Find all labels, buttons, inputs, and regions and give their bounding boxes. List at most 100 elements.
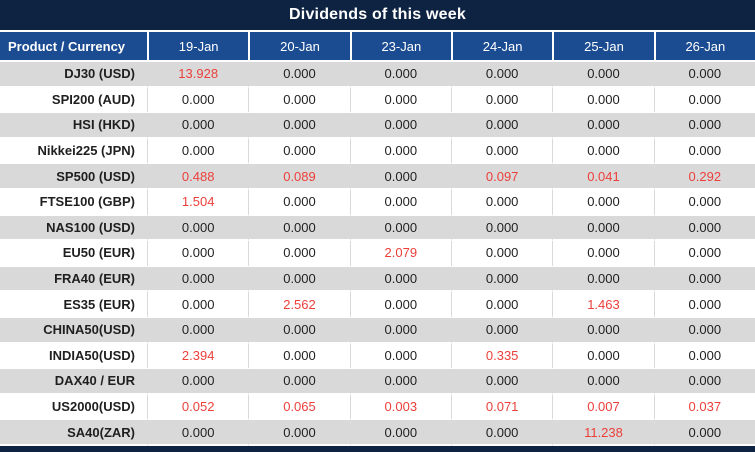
value-cell: 0.000: [450, 266, 553, 293]
value-cell: 0.000: [349, 138, 451, 165]
value-cell: 0.488: [147, 164, 249, 190]
table-row: ES35 (EUR) 0.000 2.562 0.000 0.000 1.463 0.000: [0, 292, 755, 318]
table-row: EU50 (EUR) 0.000 0.000 2.079 0.000 0.000 0.000: [0, 241, 755, 267]
value-cell: 0.000: [653, 292, 755, 318]
product-cell: INDIA50(USD): [0, 343, 147, 370]
value-cell: 0.000: [349, 420, 451, 446]
value-cell: 0.000: [653, 113, 755, 139]
table-row: CHINA50(USD) 0.000 0.000 0.000 0.000 0.000 0.0…: [0, 317, 755, 344]
value-cell: 0.000: [248, 138, 350, 165]
product-cell: HSI (HKD): [0, 113, 147, 139]
value-cell: 0.000: [248, 113, 350, 139]
value-cell: 0.089: [248, 164, 350, 190]
value-cell: 0.000: [147, 241, 249, 267]
value-cell: 0.000: [349, 164, 451, 190]
value-cell: 13.928: [147, 62, 249, 88]
value-cell: 0.000: [349, 189, 451, 216]
table-row: SP500 (USD) 0.488 0.089 0.000 0.097 0.041 0.29…: [0, 164, 755, 190]
value-cell: 0.000: [653, 215, 755, 242]
product-cell: FRA40 (EUR): [0, 266, 147, 293]
table-row: US2000(USD) 0.052 0.065 0.003 0.071 0.007 0.03…: [0, 394, 755, 421]
value-cell: 0.000: [349, 369, 451, 395]
column-header-date-3: 23-Jan: [349, 32, 451, 62]
value-cell: 0.000: [147, 420, 249, 446]
product-cell: SP500 (USD): [0, 164, 147, 190]
value-cell: 0.000: [552, 113, 654, 139]
product-cell: EU50 (EUR): [0, 241, 147, 267]
value-cell: 0.000: [147, 369, 249, 395]
column-header-date-6: 26-Jan: [653, 32, 755, 62]
product-cell: ES35 (EUR): [0, 292, 147, 318]
table-row: DAX40 / EUR 0.000 0.000 0.000 0.000 0.000 0.00…: [0, 369, 755, 395]
column-header-date-5: 25-Jan: [552, 32, 654, 62]
product-cell: US2000(USD): [0, 394, 147, 421]
value-cell: 0.000: [349, 266, 451, 293]
value-cell: 0.000: [653, 420, 755, 446]
value-cell: 0.000: [552, 241, 654, 267]
value-cell: 0.000: [349, 62, 451, 88]
value-cell: 0.000: [450, 420, 553, 446]
table-row: NAS100 (USD) 0.000 0.000 0.000 0.000 0.000 0.0…: [0, 215, 755, 242]
product-cell: DJ30 (USD): [0, 62, 147, 88]
value-cell: 0.000: [552, 369, 654, 395]
dividends-table: Product / Currency 19-Jan 20-Jan 23-Jan 24-…: [0, 32, 755, 446]
product-cell: CHINA50(USD): [0, 317, 147, 344]
value-cell: 11.238: [552, 420, 654, 446]
value-cell: 0.000: [147, 138, 249, 165]
value-cell: 0.000: [653, 138, 755, 165]
value-cell: 0.000: [653, 241, 755, 267]
column-header-date-4: 24-Jan: [450, 32, 553, 62]
table-row: DJ30 (USD) 13.928 0.000 0.000 0.000 0.000 0.00…: [0, 62, 755, 88]
value-cell: 0.000: [147, 215, 249, 242]
value-cell: 0.000: [248, 343, 350, 370]
product-cell: FTSE100 (GBP): [0, 189, 147, 216]
value-cell: 0.000: [147, 317, 249, 344]
column-header-product: Product / Currency: [0, 32, 147, 62]
value-cell: 0.000: [248, 266, 350, 293]
product-cell: Nikkei225 (JPN): [0, 138, 147, 165]
value-cell: 0.000: [450, 138, 553, 165]
table-header: Product / Currency 19-Jan 20-Jan 23-Jan 24-…: [0, 32, 755, 62]
value-cell: 0.000: [248, 317, 350, 344]
value-cell: 0.000: [653, 87, 755, 114]
value-cell: 0.000: [349, 215, 451, 242]
value-cell: 0.003: [349, 394, 451, 421]
product-cell: DAX40 / EUR: [0, 369, 147, 395]
bottom-bar: [0, 446, 755, 452]
value-cell: 0.000: [552, 87, 654, 114]
value-cell: 0.000: [450, 87, 553, 114]
value-cell: 0.000: [248, 87, 350, 114]
value-cell: 0.000: [653, 266, 755, 293]
value-cell: 0.000: [653, 189, 755, 216]
value-cell: 0.000: [248, 369, 350, 395]
title-bar: Dividends of this week: [0, 0, 755, 32]
value-cell: 0.000: [349, 113, 451, 139]
table-body: DJ30 (USD) 13.928 0.000 0.000 0.000 0.000 0.00…: [0, 62, 755, 446]
value-cell: 0.000: [450, 317, 553, 344]
value-cell: 0.000: [450, 189, 553, 216]
product-cell: SA40(ZAR): [0, 420, 147, 446]
value-cell: 0.000: [147, 266, 249, 293]
value-cell: 0.000: [653, 62, 755, 88]
table-row: SA40(ZAR) 0.000 0.000 0.000 0.000 11.238 0.000: [0, 420, 755, 446]
value-cell: 0.000: [552, 266, 654, 293]
product-cell: NAS100 (USD): [0, 215, 147, 242]
value-cell: 0.000: [450, 113, 553, 139]
value-cell: 0.000: [552, 317, 654, 344]
value-cell: 0.000: [653, 343, 755, 370]
value-cell: 2.562: [248, 292, 350, 318]
table-row: FRA40 (EUR) 0.000 0.000 0.000 0.000 0.000 0.00…: [0, 266, 755, 293]
value-cell: 0.000: [450, 62, 553, 88]
table-row: Nikkei225 (JPN) 0.000 0.000 0.000 0.000 0.000…: [0, 138, 755, 165]
value-cell: 1.504: [147, 189, 249, 216]
value-cell: 0.000: [248, 215, 350, 242]
value-cell: 0.000: [552, 343, 654, 370]
value-cell: 0.000: [147, 292, 249, 318]
value-cell: 0.000: [450, 292, 553, 318]
value-cell: 0.000: [147, 113, 249, 139]
product-cell: SPI200 (AUD): [0, 87, 147, 114]
value-cell: 0.071: [450, 394, 553, 421]
value-cell: 0.335: [450, 343, 553, 370]
value-cell: 0.000: [248, 62, 350, 88]
